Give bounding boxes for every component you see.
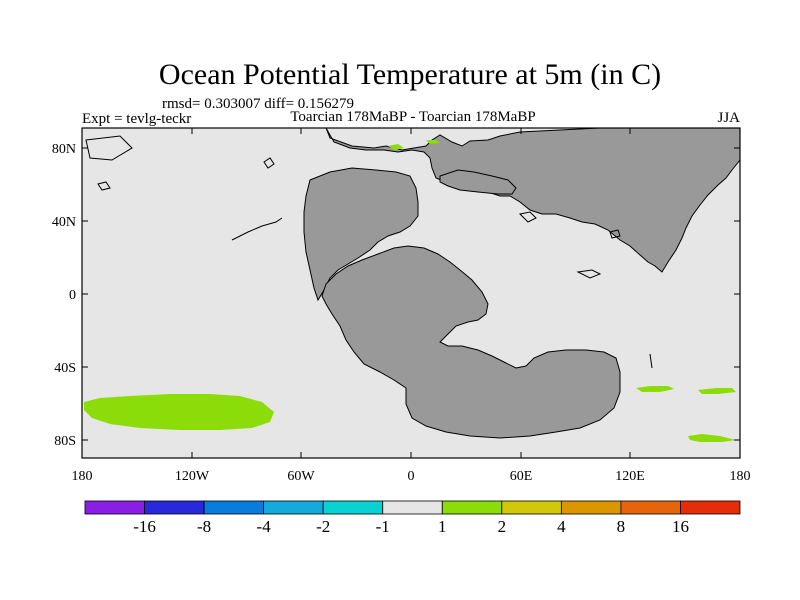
colorbar-label: 1 [438,517,447,536]
lon-label: 60E [510,469,533,484]
lon-label: 180 [730,469,751,484]
lon-label: 60W [287,469,315,484]
lon-label: 120W [175,469,210,484]
anomaly-patch-southeast-2 [698,388,736,394]
island-outline-6 [518,211,537,223]
colorbar-swatch [441,500,503,515]
figure-title: Ocean Potential Temperature at 5m (in C) [159,58,661,91]
lat-label: 0 [69,288,76,303]
island-outline-8 [649,353,653,369]
comparison-label: Toarcian 178MaBP - Toarcian 178MaBP [290,109,535,125]
colorbar-label: -1 [376,517,390,536]
colorbar-swatch [203,500,265,515]
anomaly-patch-arctic-2 [426,140,440,144]
colorbar-label: 2 [498,517,507,536]
colorbar-swatch [144,500,205,515]
colorbar: -16 -8 -4 -2 -1 1 2 4 8 16 [84,500,741,536]
colorbar-swatch [680,500,741,515]
colorbar-swatch [84,500,145,515]
lat-label: 80N [52,142,76,157]
land-arctic-island [439,169,517,195]
lat-label: 80S [54,434,76,449]
tick-marks [82,128,740,458]
experiment-label: Expt = tevlg-teckr [82,111,191,127]
land-laurentia [303,167,419,302]
anomaly-patch-southeast-3 [688,434,736,442]
colorbar-label: -4 [257,517,272,536]
island-outline-1 [231,217,283,241]
anomaly-patch-south-pacific [84,394,274,430]
colorbar-label: 16 [672,517,689,536]
colorbar-label: 4 [557,517,566,536]
colorbar-swatch [382,500,443,515]
colorbar-label: -2 [316,517,330,536]
island-outline-2 [263,157,275,169]
island-outline-3 [576,269,602,279]
stats-label: rmsd= 0.303007 diff= 0.156279 [162,96,354,112]
colorbar-swatch [501,500,562,515]
colorbar-swatch [620,500,681,515]
lon-label: 120E [615,469,645,484]
land-north-asia [325,127,741,273]
land-gondwana [321,245,621,439]
colorbar-label: -8 [197,517,211,536]
island-outline-4 [609,229,621,239]
lon-label: 180 [72,469,93,484]
colorbar-swatch [322,500,384,515]
island-outline-5 [85,135,133,161]
island-outline-7 [97,181,111,191]
season-label: JJA [717,110,740,126]
colorbar-label: 8 [617,517,626,536]
map-panel: 80N 40N 0 40S 80S 180 120W 60W 0 60E 120… [52,127,751,484]
lat-label: 40N [52,215,76,230]
anomaly-patch-arctic [388,144,404,150]
lat-label: 40S [54,361,76,376]
colorbar-swatch [263,500,324,515]
colorbar-label: -16 [133,517,156,536]
colorbar-swatch [560,500,622,515]
anomaly-patch-southeast-1 [636,386,674,392]
lon-label: 0 [408,469,415,484]
